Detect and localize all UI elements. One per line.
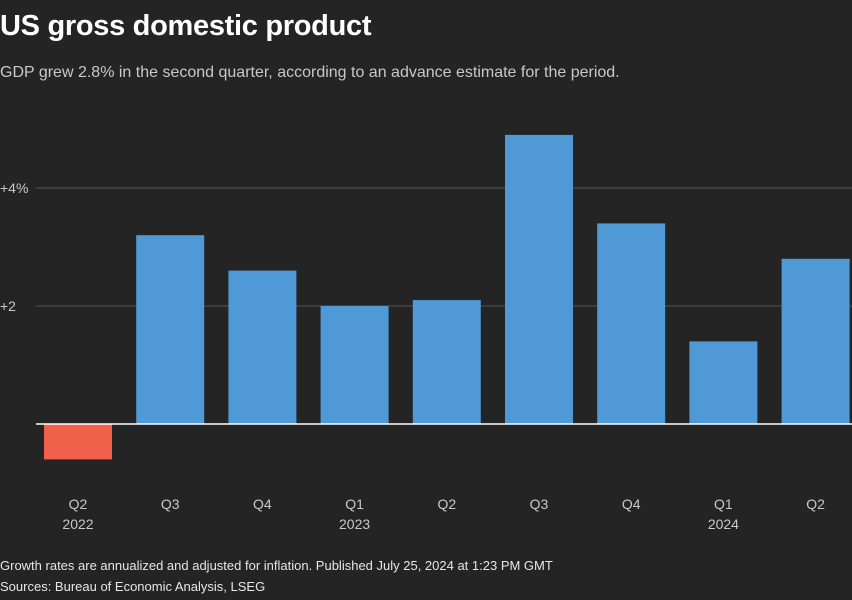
bar-5: [505, 134, 573, 424]
x-tick-label-6: Q4: [622, 496, 641, 512]
x-tick-label-0: Q2: [69, 496, 88, 512]
y-tick-label-0: +2: [0, 298, 16, 314]
bar-1: [136, 235, 205, 424]
bar-3: [320, 306, 389, 424]
bar-4: [412, 300, 481, 424]
x-tick-label-3: Q1: [345, 496, 364, 512]
x-tick-label-2: Q4: [253, 496, 272, 512]
x-tick-label-1: Q3: [161, 496, 180, 512]
y-tick-label-1: +4%: [0, 180, 28, 196]
x-year-label-3: 2023: [339, 516, 370, 532]
x-tick-label-8: Q2: [806, 496, 825, 512]
x-year-label-0: 2022: [62, 516, 93, 532]
bar-8: [781, 258, 850, 424]
bar-0: [44, 424, 112, 460]
bars: [44, 134, 850, 460]
x-tick-label-7: Q1: [714, 496, 733, 512]
footnote: Growth rates are annualized and adjusted…: [0, 558, 553, 573]
chart-subtitle: GDP grew 2.8% in the second quarter, acc…: [0, 64, 620, 81]
chart-title: US gross domestic product: [0, 10, 372, 42]
tick-labels: +2 +4% Q2 2022 Q3 Q4 Q1 2023 Q2 Q3 Q4 Q1 2024 Q2: [0, 180, 825, 532]
bar-chart: +2 +4% Q2 2022 Q3 Q4 Q1 2023 Q2 Q3 Q4 Q1 2024 Q2: [0, 134, 852, 532]
x-year-label-7: 2024: [708, 516, 739, 532]
x-tick-label-4: Q2: [437, 496, 456, 512]
bar-6: [597, 223, 666, 424]
bar-2: [228, 270, 297, 424]
bar-7: [689, 341, 758, 424]
x-tick-label-5: Q3: [530, 496, 549, 512]
sources-note: Sources: Bureau of Economic Analysis, LS…: [0, 579, 266, 594]
